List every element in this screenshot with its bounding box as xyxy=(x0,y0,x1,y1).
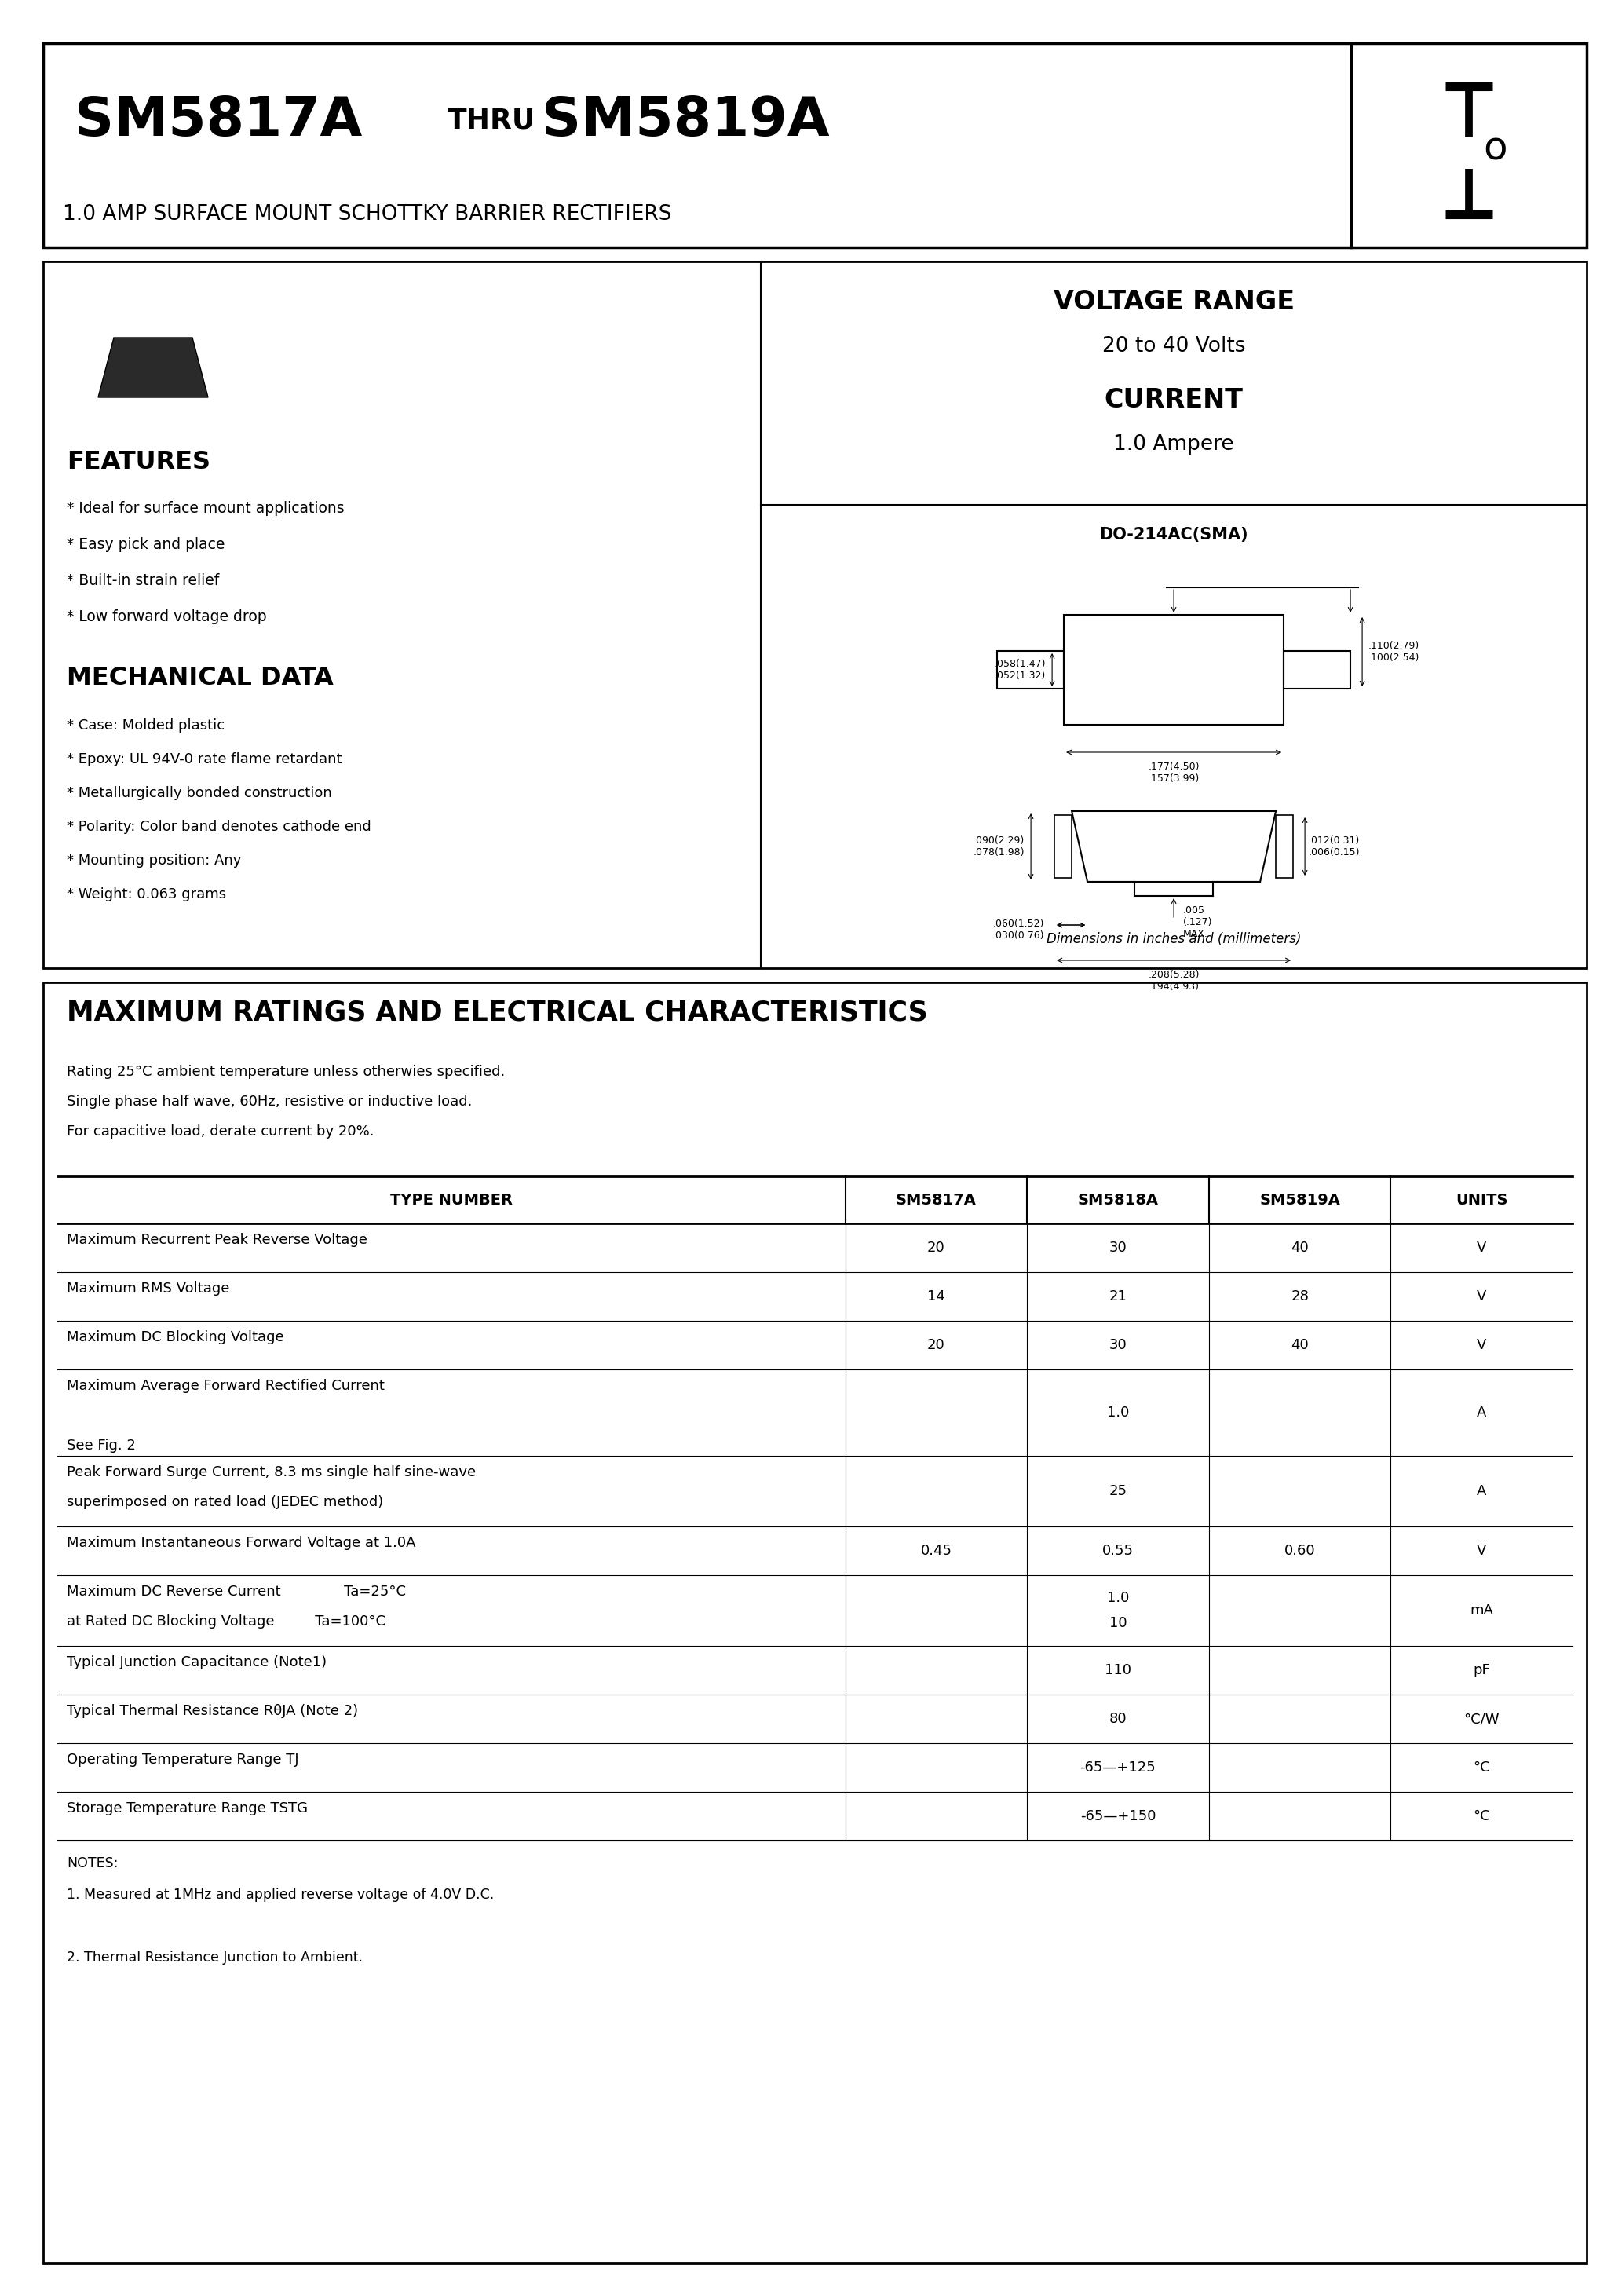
Text: Maximum RMS Voltage: Maximum RMS Voltage xyxy=(67,1281,230,1295)
Text: 1. Measured at 1MHz and applied reverse voltage of 4.0V D.C.: 1. Measured at 1MHz and applied reverse … xyxy=(67,1887,495,1901)
Text: 110: 110 xyxy=(1105,1662,1131,1678)
Text: -65—+125: -65—+125 xyxy=(1080,1761,1156,1775)
Text: 1.0 Ampere: 1.0 Ampere xyxy=(1113,434,1234,455)
Text: at Rated DC Blocking Voltage         Ta=100°C: at Rated DC Blocking Voltage Ta=100°C xyxy=(67,1614,386,1628)
Text: 21: 21 xyxy=(1109,1290,1127,1304)
Text: 40: 40 xyxy=(1291,1339,1309,1352)
Text: NOTES:: NOTES: xyxy=(67,1855,118,1871)
Text: * Mounting position: Any: * Mounting position: Any xyxy=(67,854,242,868)
Text: .110(2.79)
.100(2.54): .110(2.79) .100(2.54) xyxy=(1369,641,1419,664)
Bar xyxy=(1277,815,1293,877)
Text: .058(1.47)
.052(1.32): .058(1.47) .052(1.32) xyxy=(994,659,1046,682)
Text: pF: pF xyxy=(1473,1662,1491,1678)
Text: CURRENT: CURRENT xyxy=(1105,388,1242,413)
Text: .177(4.50)
.157(3.99): .177(4.50) .157(3.99) xyxy=(1148,762,1200,783)
Text: V: V xyxy=(1476,1240,1486,1256)
Text: A: A xyxy=(1476,1483,1486,1499)
Text: SM5819A: SM5819A xyxy=(1259,1192,1340,1208)
Text: Single phase half wave, 60Hz, resistive or inductive load.: Single phase half wave, 60Hz, resistive … xyxy=(67,1095,472,1109)
Bar xyxy=(44,262,1586,969)
Text: 1.0 AMP SURFACE MOUNT SCHOTTKY BARRIER RECTIFIERS: 1.0 AMP SURFACE MOUNT SCHOTTKY BARRIER R… xyxy=(63,204,672,225)
Text: A: A xyxy=(1476,1405,1486,1419)
Bar xyxy=(1064,615,1283,726)
Bar xyxy=(1283,652,1351,689)
Text: * Easy pick and place: * Easy pick and place xyxy=(67,537,225,551)
Text: UNITS: UNITS xyxy=(1455,1192,1508,1208)
Text: 25: 25 xyxy=(1109,1483,1127,1499)
Text: Dimensions in inches and (millimeters): Dimensions in inches and (millimeters) xyxy=(1046,932,1301,946)
Text: 20: 20 xyxy=(928,1339,946,1352)
Text: SM5819A: SM5819A xyxy=(542,94,829,147)
Bar xyxy=(44,983,1586,2264)
Text: 40: 40 xyxy=(1291,1240,1309,1256)
Polygon shape xyxy=(99,338,208,397)
Text: Maximum Recurrent Peak Reverse Voltage: Maximum Recurrent Peak Reverse Voltage xyxy=(67,1233,367,1247)
Text: 1.0: 1.0 xyxy=(1106,1405,1129,1419)
Text: Maximum DC Blocking Voltage: Maximum DC Blocking Voltage xyxy=(67,1329,284,1343)
Text: Peak Forward Surge Current, 8.3 ms single half sine-wave: Peak Forward Surge Current, 8.3 ms singl… xyxy=(67,1465,475,1479)
Text: TYPE NUMBER: TYPE NUMBER xyxy=(389,1192,513,1208)
Text: o: o xyxy=(1483,131,1507,168)
Text: Maximum Average Forward Rectified Current: Maximum Average Forward Rectified Curren… xyxy=(67,1380,384,1394)
Text: 30: 30 xyxy=(1109,1339,1127,1352)
Text: 0.55: 0.55 xyxy=(1103,1543,1134,1559)
Bar xyxy=(1054,815,1072,877)
Text: MAXIMUM RATINGS AND ELECTRICAL CHARACTERISTICS: MAXIMUM RATINGS AND ELECTRICAL CHARACTER… xyxy=(67,999,928,1026)
Text: THRU: THRU xyxy=(448,108,535,133)
Text: * Built-in strain relief: * Built-in strain relief xyxy=(67,574,219,588)
Text: °C: °C xyxy=(1473,1809,1491,1823)
Text: superimposed on rated load (JEDEC method): superimposed on rated load (JEDEC method… xyxy=(67,1495,383,1508)
Text: 80: 80 xyxy=(1109,1713,1127,1727)
Text: 14: 14 xyxy=(928,1290,946,1304)
Text: * Low forward voltage drop: * Low forward voltage drop xyxy=(67,608,266,625)
Text: Maximum Instantaneous Forward Voltage at 1.0A: Maximum Instantaneous Forward Voltage at… xyxy=(67,1536,415,1550)
Text: Operating Temperature Range TJ: Operating Temperature Range TJ xyxy=(67,1752,298,1766)
Text: V: V xyxy=(1476,1339,1486,1352)
Text: .012(0.31)
.006(0.15): .012(0.31) .006(0.15) xyxy=(1309,836,1361,856)
Text: SM5818A: SM5818A xyxy=(1077,1192,1158,1208)
Text: 2. Thermal Resistance Junction to Ambient.: 2. Thermal Resistance Junction to Ambien… xyxy=(67,1952,363,1965)
Text: Maximum DC Reverse Current              Ta=25°C: Maximum DC Reverse Current Ta=25°C xyxy=(67,1584,406,1598)
Text: VOLTAGE RANGE: VOLTAGE RANGE xyxy=(1053,289,1294,315)
Text: 20 to 40 Volts: 20 to 40 Volts xyxy=(1101,335,1246,356)
Text: Rating 25°C ambient temperature unless otherwies specified.: Rating 25°C ambient temperature unless o… xyxy=(67,1065,504,1079)
Text: .090(2.29)
.078(1.98): .090(2.29) .078(1.98) xyxy=(973,836,1025,856)
Text: 28: 28 xyxy=(1291,1290,1309,1304)
Text: .005
(.127)
MAX.: .005 (.127) MAX. xyxy=(1182,905,1213,939)
Text: 0.60: 0.60 xyxy=(1285,1543,1315,1559)
Text: V: V xyxy=(1476,1290,1486,1304)
Text: 30: 30 xyxy=(1109,1240,1127,1256)
Text: DO-214AC(SMA): DO-214AC(SMA) xyxy=(1100,526,1249,542)
Text: Typical Junction Capacitance (Note1): Typical Junction Capacitance (Note1) xyxy=(67,1655,326,1669)
Text: See Fig. 2: See Fig. 2 xyxy=(67,1440,136,1453)
Text: Storage Temperature Range TSTG: Storage Temperature Range TSTG xyxy=(67,1802,308,1816)
Text: * Weight: 0.063 grams: * Weight: 0.063 grams xyxy=(67,886,225,902)
Text: mA: mA xyxy=(1470,1603,1494,1619)
Text: 0.45: 0.45 xyxy=(920,1543,952,1559)
Text: V: V xyxy=(1476,1543,1486,1559)
Text: °C: °C xyxy=(1473,1761,1491,1775)
Bar xyxy=(998,652,1064,689)
Text: SM5817A: SM5817A xyxy=(75,94,362,147)
Text: Typical Thermal Resistance RθJA (Note 2): Typical Thermal Resistance RθJA (Note 2) xyxy=(67,1704,358,1717)
Text: MECHANICAL DATA: MECHANICAL DATA xyxy=(67,666,334,691)
Bar xyxy=(44,44,1586,248)
Text: * Ideal for surface mount applications: * Ideal for surface mount applications xyxy=(67,501,344,517)
Text: * Case: Molded plastic: * Case: Molded plastic xyxy=(67,719,224,732)
Text: 10: 10 xyxy=(1109,1616,1127,1630)
Text: SM5817A: SM5817A xyxy=(895,1192,976,1208)
Text: * Epoxy: UL 94V-0 rate flame retardant: * Epoxy: UL 94V-0 rate flame retardant xyxy=(67,753,342,767)
Text: * Metallurgically bonded construction: * Metallurgically bonded construction xyxy=(67,785,333,799)
Text: .208(5.28)
.194(4.93): .208(5.28) .194(4.93) xyxy=(1148,969,1200,992)
Text: 20: 20 xyxy=(928,1240,946,1256)
Text: .060(1.52)
.030(0.76): .060(1.52) .030(0.76) xyxy=(993,918,1045,941)
Text: -65—+150: -65—+150 xyxy=(1080,1809,1156,1823)
Text: For capacitive load, derate current by 20%.: For capacitive load, derate current by 2… xyxy=(67,1125,375,1139)
Text: 1.0: 1.0 xyxy=(1106,1591,1129,1605)
Text: °C/W: °C/W xyxy=(1463,1713,1499,1727)
Text: FEATURES: FEATURES xyxy=(67,450,211,475)
Text: * Polarity: Color band denotes cathode end: * Polarity: Color band denotes cathode e… xyxy=(67,820,371,833)
